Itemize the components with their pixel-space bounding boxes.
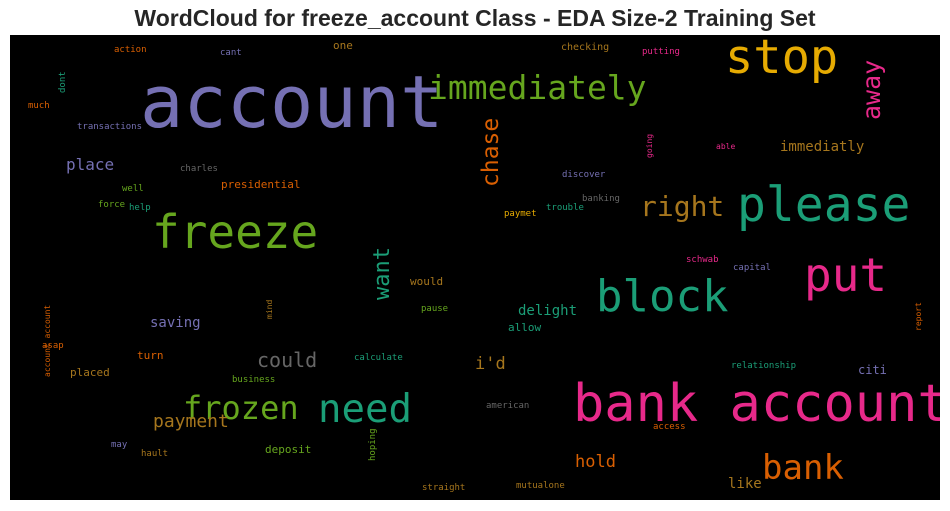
word-immediately: immediately — [428, 68, 647, 107]
word-force: force — [98, 200, 125, 210]
word-much: much — [28, 101, 50, 111]
word-please: please — [737, 177, 910, 233]
word-delight: delight — [518, 303, 577, 319]
word-mind: mind — [265, 300, 274, 319]
word-discover: discover — [562, 170, 606, 180]
word-business: business — [232, 375, 275, 385]
word-hold: hold — [575, 452, 616, 472]
word-trouble: trouble — [546, 203, 584, 213]
word-would: would — [410, 275, 443, 288]
word-freeze: freeze — [152, 205, 318, 259]
word-pause: pause — [421, 304, 448, 314]
word-checking: checking — [561, 42, 609, 53]
word-chase: chase — [478, 118, 504, 187]
word-presidential: presidential — [221, 178, 300, 191]
word-hoping: hoping — [368, 428, 378, 461]
word-payment: payment — [153, 411, 229, 432]
word-saving: saving — [150, 315, 201, 331]
word-help: help — [129, 203, 151, 213]
word-charles: charles — [180, 164, 218, 174]
word-access: access — [653, 422, 686, 432]
word-mutualone: mutualone — [516, 481, 565, 491]
word-bank-account: bank account — [573, 374, 940, 434]
word-banking: banking — [582, 194, 620, 204]
word-could: could — [257, 348, 317, 372]
word-need: need — [318, 387, 412, 432]
word-transactions: transactions — [77, 122, 142, 132]
wordcloud-canvas: account bank account stop please freeze put bl… — [10, 35, 940, 500]
word-calculate: calculate — [354, 353, 403, 363]
word-account-account: account account — [43, 305, 52, 377]
word-paymet: paymet — [504, 209, 537, 219]
word-block: block — [596, 271, 728, 322]
word-capital: capital — [733, 263, 771, 273]
word-frozen: frozen — [183, 389, 299, 427]
word-right: right — [640, 190, 724, 223]
word-citi: citi — [858, 363, 887, 377]
word-able: able — [716, 142, 735, 151]
word-allow: allow — [508, 321, 541, 334]
word-turn: turn — [137, 349, 164, 362]
word-asap: asap — [42, 341, 64, 351]
word-going: going — [645, 134, 654, 158]
word-action: action — [114, 45, 147, 55]
word-account: account — [140, 60, 443, 144]
word-i-d: i'd — [475, 354, 506, 374]
word-well: well — [122, 184, 144, 194]
word-like: like — [728, 476, 762, 492]
word-stop: stop — [725, 35, 838, 85]
chart-title: WordCloud for freeze_account Class - EDA… — [134, 5, 816, 31]
word-bank: bank — [762, 448, 844, 488]
word-may: may — [111, 440, 128, 450]
wordcloud-svg: account bank account stop please freeze put bl… — [28, 35, 940, 493]
word-relationship: relationship — [731, 361, 796, 371]
word-place: place — [66, 155, 114, 174]
word-placed: placed — [70, 366, 110, 379]
word-put: put — [804, 248, 887, 302]
word-hault: hault — [141, 449, 168, 459]
word-schwab: schwab — [686, 255, 719, 265]
word-dont: dont — [58, 71, 68, 93]
word-one: one — [333, 39, 353, 52]
word-want: want — [370, 247, 395, 300]
word-cant: cant — [220, 48, 242, 58]
word-putting: putting — [642, 47, 680, 57]
word-deposit: deposit — [265, 443, 311, 456]
word-immediatly: immediatly — [780, 139, 864, 155]
word-straight: straight — [422, 483, 465, 493]
word-away: away — [857, 60, 886, 120]
word-american: american — [486, 401, 529, 411]
word-report: report — [914, 302, 923, 331]
